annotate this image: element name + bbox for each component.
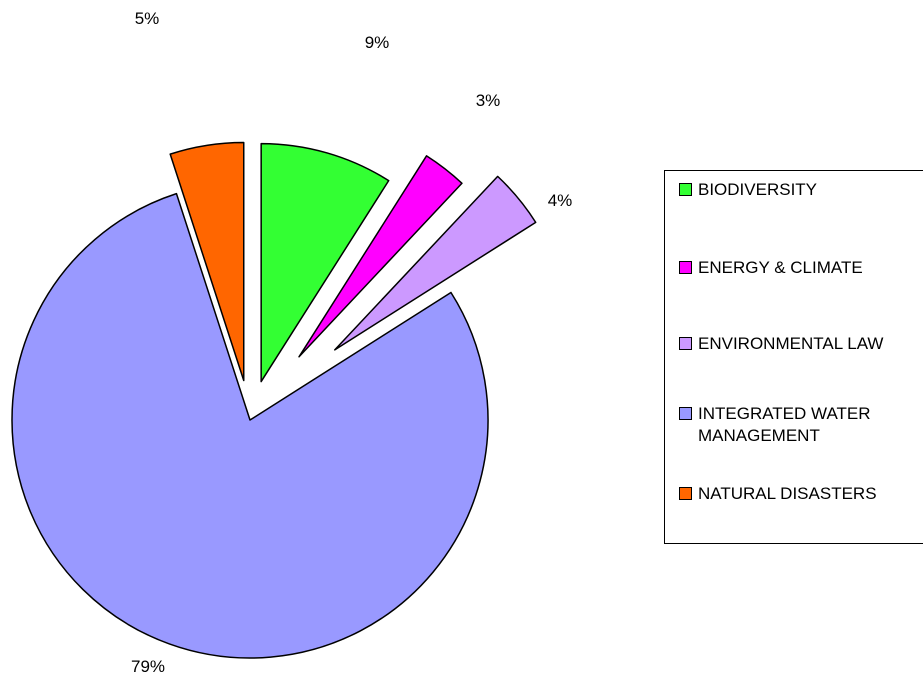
legend: BIODIVERSITY ENERGY & CLIMATE ENVIRONMEN… <box>664 170 923 544</box>
pie-slices <box>11 141 537 659</box>
legend-swatch-environmental-law <box>679 337 692 350</box>
data-label-energy-climate: 3% <box>476 91 501 110</box>
legend-swatch-energy-climate <box>679 261 692 274</box>
legend-item-natural-disasters: NATURAL DISASTERS <box>679 483 923 505</box>
legend-swatch-integrated-water-management <box>679 407 692 420</box>
legend-item-environmental-law: ENVIRONMENTAL LAW <box>679 333 923 355</box>
data-label-natural-disasters: 5% <box>135 9 160 28</box>
legend-label-biodiversity: BIODIVERSITY <box>698 180 818 199</box>
data-label-biodiversity: 9% <box>365 33 390 52</box>
pie-slice-environmental-law <box>334 175 537 351</box>
pie-slice-integrated-water-management <box>11 192 489 659</box>
legend-swatch-biodiversity <box>679 183 692 196</box>
pie-data-labels: 9% 3% 4% 79% 5% <box>131 9 572 676</box>
legend-label-integrated-water-management: INTEGRATED WATER MANAGEMENT <box>698 404 871 445</box>
data-label-integrated-water-management: 79% <box>131 657 165 676</box>
legend-item-biodiversity: BIODIVERSITY <box>679 179 923 201</box>
data-label-environmental-law: 4% <box>548 191 573 210</box>
legend-swatch-natural-disasters <box>679 487 692 500</box>
legend-item-integrated-water-management: INTEGRATED WATER MANAGEMENT <box>679 403 913 447</box>
legend-item-energy-climate: ENERGY & CLIMATE <box>679 257 923 279</box>
pie-slice-biodiversity <box>260 142 390 383</box>
pie-slice-energy-climate <box>298 155 463 358</box>
legend-label-natural-disasters: NATURAL DISASTERS <box>698 484 877 503</box>
pie-slice-natural-disasters <box>169 141 245 382</box>
legend-label-environmental-law: ENVIRONMENTAL LAW <box>698 334 884 353</box>
legend-label-energy-climate: ENERGY & CLIMATE <box>698 258 863 277</box>
